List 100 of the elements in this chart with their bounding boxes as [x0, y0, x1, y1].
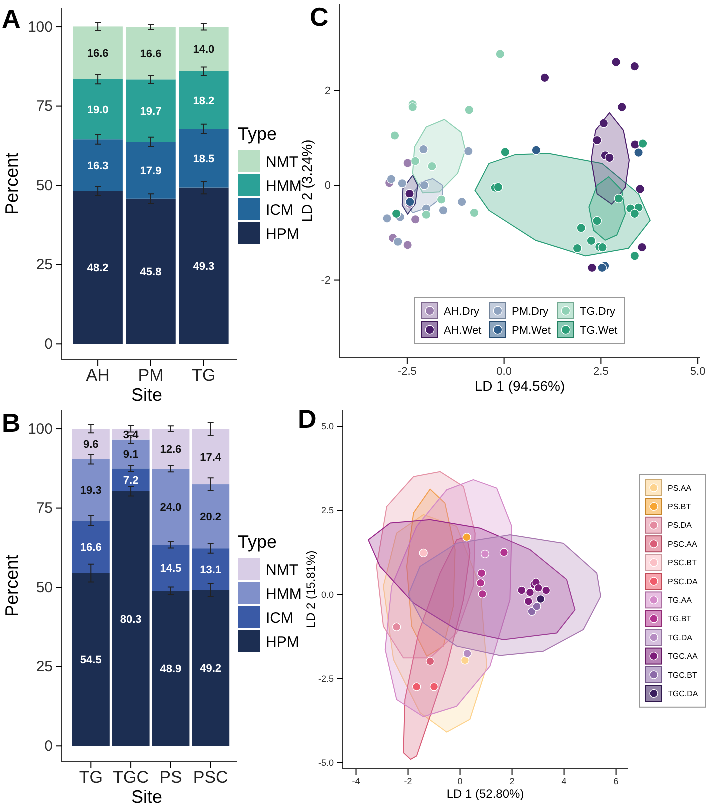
x-tick-label: 5.0: [690, 366, 706, 378]
legend-label: TG.DA: [668, 633, 694, 642]
legend-label: PSC.AA: [668, 540, 698, 549]
x-tick-label: PM: [138, 366, 164, 386]
legend-label: HPM: [266, 226, 300, 243]
x-tick-label: TG: [192, 366, 216, 386]
legend-label: TG.Dry: [580, 306, 616, 318]
y-tick-label: 100: [28, 18, 53, 36]
data-label: 48.2: [87, 262, 109, 275]
x-tick-label: -4: [352, 776, 360, 786]
data-label: 16.6: [87, 48, 109, 60]
x-tick-label: 2: [510, 776, 515, 786]
y-tick-label: -2.5: [318, 674, 334, 684]
data-label: 18.5: [193, 153, 215, 166]
y-tick-label: 0: [44, 738, 53, 755]
data-label: 14.5: [160, 563, 182, 576]
y-axis-title: LD 2 (15.81%): [304, 550, 318, 628]
y-tick-label: 75: [36, 98, 53, 116]
legend-label: PM.Wet: [512, 324, 551, 337]
x-tick-label: AH: [86, 366, 110, 386]
y-tick-label: 100: [28, 420, 53, 438]
legend-label: NMT: [266, 562, 298, 579]
y-axis-title: Percent: [2, 152, 22, 216]
data-label: 9.1: [123, 449, 139, 462]
chart-title: D: [298, 404, 317, 434]
legend-label: PS.BT: [668, 502, 692, 512]
data-label: 19.3: [80, 485, 102, 498]
legend-label: TG.Wet: [580, 324, 618, 337]
legend-label: NMT: [266, 154, 298, 171]
x-axis-title: Site: [131, 385, 163, 405]
y-tick-label: 50: [36, 579, 53, 596]
legend-label: TG.BT: [668, 614, 692, 624]
data-label: 19.0: [87, 104, 109, 116]
data-label: 80.3: [120, 614, 142, 626]
legend-title: Type: [238, 124, 278, 144]
data-label: 19.7: [140, 106, 162, 118]
y-tick-label: 5.0: [321, 422, 334, 432]
x-tick-label: -2: [404, 776, 412, 786]
x-tick-label: TGC: [113, 768, 149, 788]
x-tick-label: 6: [614, 776, 619, 786]
data-label: 45.8: [140, 266, 162, 279]
data-label: 48.9: [160, 664, 182, 676]
x-axis-title: LD 1 (94.56%): [474, 378, 566, 394]
x-axis-title: LD 1 (52.80%): [446, 787, 524, 801]
data-label: 14.0: [193, 44, 215, 56]
legend-label: HMM: [266, 586, 302, 603]
legend-label: ICM: [266, 202, 294, 219]
legend-label: TG.AA: [668, 596, 693, 605]
data-label: 49.2: [200, 663, 222, 676]
y-tick-label: -5.0: [318, 758, 334, 768]
y-tick-label: 2: [324, 85, 331, 98]
data-label: 18.2: [193, 95, 215, 108]
legend-label: HMM: [266, 178, 302, 195]
legend-label: PS.DA: [668, 521, 693, 530]
chart-title: C: [310, 2, 329, 32]
data-label: 7.2: [123, 475, 139, 488]
y-tick-label: 0: [44, 336, 53, 353]
y-axis-title: Percent: [2, 554, 22, 618]
data-label: 12.6: [160, 444, 182, 456]
x-tick-label: 2.5: [594, 366, 609, 378]
legend-label: HPM: [266, 634, 300, 651]
legend-label: AH.Wet: [444, 324, 482, 337]
data-label: 9.6: [84, 439, 99, 452]
legend-label: TGC.BT: [668, 670, 698, 680]
x-tick-label: 4: [562, 776, 567, 786]
legend-label: PSC.DA: [668, 577, 698, 586]
data-label: 16.3: [87, 160, 109, 172]
chart-title: B: [2, 408, 21, 438]
data-label: 54.5: [80, 654, 102, 667]
x-tick-label: PSC: [193, 768, 228, 788]
data-label: 49.3: [193, 260, 215, 273]
x-tick-label: PS: [160, 768, 182, 788]
legend-title: Type: [238, 532, 278, 552]
data-label: 20.2: [200, 512, 222, 524]
x-axis-title: Site: [131, 787, 163, 807]
y-tick-label: 0.0: [321, 590, 334, 600]
y-tick-label: 0: [324, 180, 331, 192]
y-tick-label: 25: [36, 256, 53, 274]
data-label: 17.9: [140, 166, 162, 178]
y-tick-label: 75: [36, 500, 53, 518]
x-tick-label: TG: [79, 768, 103, 788]
x-tick-label: 0: [458, 776, 463, 786]
x-tick-label: 0.0: [496, 366, 512, 378]
data-label: 16.6: [80, 542, 102, 554]
x-tick-label: -2.5: [398, 366, 417, 378]
data-label: 17.4: [200, 452, 222, 464]
legend-label: PSC.BT: [668, 558, 698, 568]
data-label: 24.0: [160, 502, 182, 514]
legend-label: AH.Dry: [444, 306, 480, 318]
data-label: 16.6: [140, 48, 162, 60]
data-label: 13.1: [200, 564, 222, 576]
chart-title: A: [2, 4, 21, 34]
legend-label: TGC.DA: [668, 690, 699, 698]
legend-label: PM.Dry: [512, 306, 550, 318]
legend-label: TGC.AA: [668, 652, 698, 662]
y-tick-label: 50: [36, 177, 53, 194]
y-tick-label: 2.5: [321, 506, 334, 516]
y-tick-label: 25: [36, 658, 53, 676]
y-tick-label: -2: [321, 274, 331, 287]
legend-label: ICM: [266, 610, 294, 627]
